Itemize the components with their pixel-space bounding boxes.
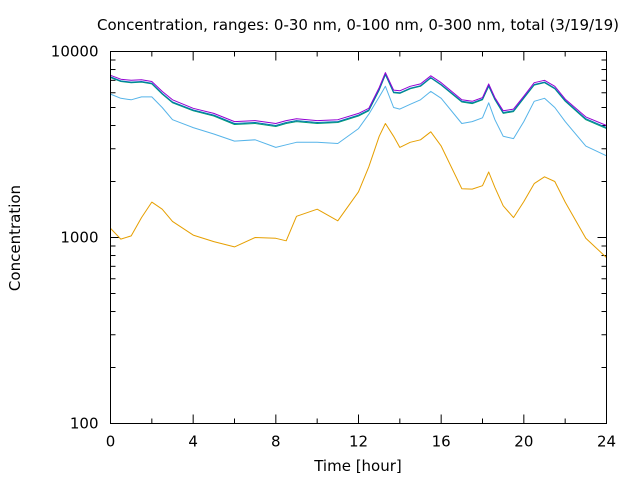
y-tick-label: 100 — [70, 415, 99, 433]
x-tick-label: 12 — [349, 433, 368, 451]
x-axis-label: Time [hour] — [313, 457, 402, 475]
plot-frame — [110, 51, 607, 424]
series-line-5 — [110, 72, 607, 126]
x-tick-label: 16 — [432, 433, 451, 451]
series-line-4 — [110, 73, 607, 129]
x-tick-label: 20 — [514, 433, 533, 451]
y-tick-label: 1000 — [60, 229, 98, 247]
chart-title: Concentration, ranges: 0-30 nm, 0-100 nm… — [97, 16, 619, 34]
x-tick-label: 8 — [271, 433, 281, 451]
plot-series — [110, 72, 607, 258]
series-line-3 — [110, 74, 607, 130]
x-tick-label: 24 — [597, 433, 616, 451]
x-tick-label: 4 — [188, 433, 198, 451]
y-axis-label: Concentration — [6, 185, 24, 291]
y-tick-label: 10000 — [51, 43, 99, 61]
series-line-1 — [110, 123, 607, 258]
x-tick-label: 0 — [106, 433, 116, 451]
series-line-2 — [110, 85, 607, 157]
axis-ticks: 0 4 8 12 16 20 24 100 1000 10000 — [51, 43, 616, 451]
